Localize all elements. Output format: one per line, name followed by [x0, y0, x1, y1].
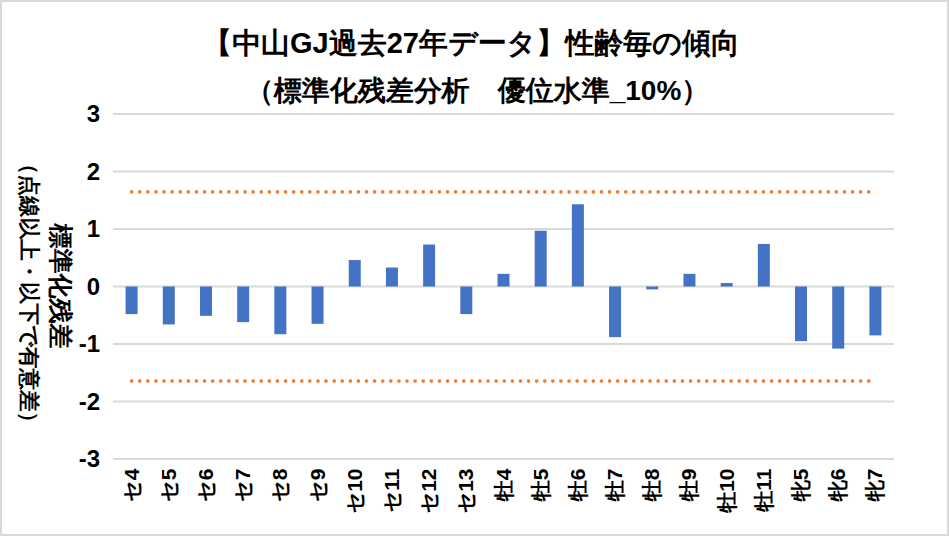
bar [795, 287, 807, 342]
bar [126, 287, 138, 315]
bar [460, 287, 472, 315]
x-tick-label: セ9 [306, 469, 329, 502]
y-axis-title-note: （点線以上・以下で有意差） [17, 153, 41, 433]
bar [386, 268, 398, 287]
bar [312, 287, 324, 324]
x-tick-label: セ8 [268, 468, 291, 501]
x-tick-label: セ12 [417, 469, 440, 514]
bar [200, 287, 212, 316]
bar-chart-plot: 3 2 1 0 -1 -2 -3 セ4 セ5 セ6 セ7 セ8 セ9 セ10 セ11 セ12 セ13 牡4 牡5 牡6… [2, 2, 949, 536]
y-tick-label: 1 [87, 215, 100, 242]
x-tick-label: セ13 [454, 469, 477, 514]
x-tick-label: 牝7 [863, 469, 886, 503]
x-tick-label: 牡8 [640, 468, 663, 502]
bar [572, 204, 584, 286]
y-axis-title: 標準化残差 [47, 223, 75, 349]
bar [832, 287, 844, 349]
x-tick-label: 牡6 [566, 469, 589, 503]
bar [423, 245, 435, 287]
bar [237, 287, 249, 323]
x-tick-label: 牡11 [752, 468, 775, 513]
bar [349, 260, 361, 286]
bar [609, 287, 621, 338]
x-tick-label: セ5 [157, 468, 180, 501]
y-tick-label: -2 [79, 388, 100, 415]
x-tick-label: 牡4 [492, 468, 515, 502]
x-tick-label: セ6 [194, 469, 217, 502]
bar [646, 287, 658, 290]
chart-canvas: 【中山GJ過去27年データ】性齢毎の傾向 （標準化残差分析 優位水準_10%） … [0, 0, 949, 536]
bar [498, 274, 510, 287]
y-tick-label: 3 [87, 100, 100, 127]
y-tick-label: -3 [79, 445, 100, 472]
y-tick-label: -1 [79, 330, 100, 357]
bar [163, 287, 175, 325]
bar [535, 231, 547, 287]
bar [274, 287, 286, 335]
x-tick-label: セ7 [231, 469, 254, 502]
x-tick-label: 牡5 [529, 468, 552, 502]
x-tick-label: セ11 [380, 468, 403, 512]
x-tick-label: セ4 [120, 468, 143, 501]
x-tick-label: 牡7 [603, 469, 626, 503]
x-tick-label: 牝5 [789, 468, 812, 502]
x-tick-label: 牡10 [715, 469, 738, 514]
bar [721, 283, 733, 286]
x-tick-label: 牝6 [826, 469, 849, 503]
bar [869, 287, 881, 336]
bar [683, 274, 695, 287]
y-tick-label: 0 [87, 273, 100, 300]
x-tick-label: セ10 [343, 469, 366, 514]
x-tick-label: 牡9 [677, 469, 700, 503]
bar [758, 244, 770, 287]
y-tick-label: 2 [87, 158, 100, 185]
